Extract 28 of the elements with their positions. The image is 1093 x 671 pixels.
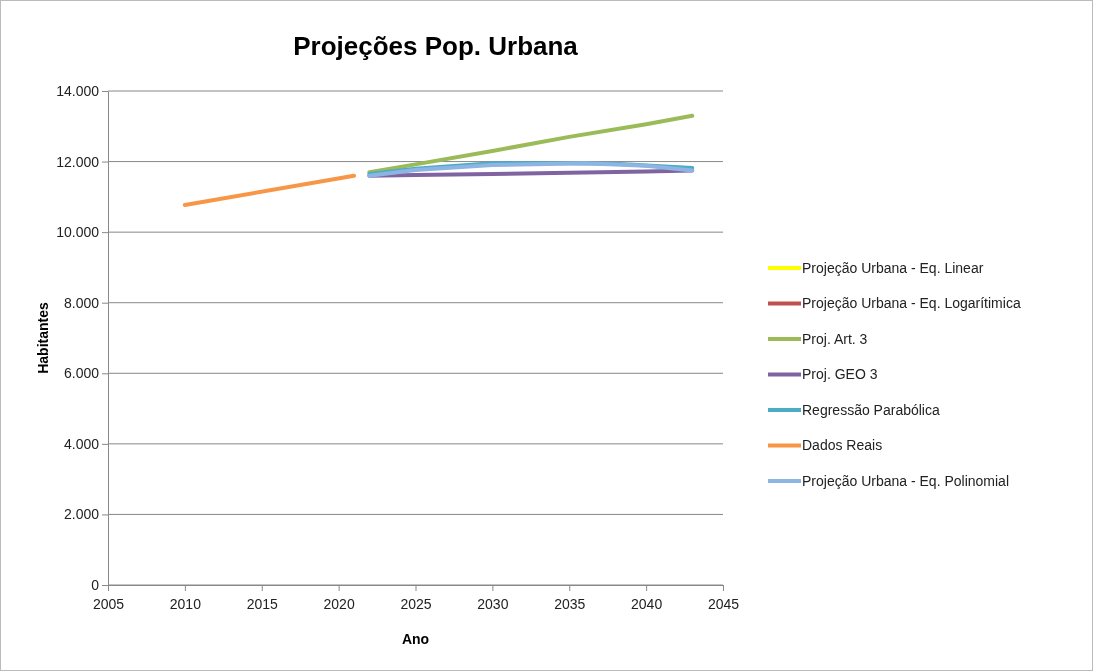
- y-tick-label: 14.000: [56, 82, 100, 99]
- legend-label: Regressão Parabólica: [802, 401, 940, 418]
- y-tick-label: 10.000: [56, 224, 100, 241]
- legend-label: Proj. Art. 3: [802, 330, 868, 347]
- y-axis-title: Habitantes: [35, 302, 51, 374]
- y-tick-label: 4.000: [63, 435, 100, 452]
- legend-label: Projeção Urbana - Eq. Polinomial: [802, 472, 1009, 489]
- x-tick-label: 2010: [169, 596, 202, 613]
- x-axis-title: Ano: [401, 631, 430, 647]
- x-tick-label: 2005: [92, 596, 125, 613]
- x-tick-label: 2045: [707, 596, 740, 613]
- x-tick-label: 2025: [400, 596, 432, 613]
- legend-label: Projeção Urbana - Eq. Logarítimica: [802, 295, 1021, 312]
- chart-title: Projeções Pop. Urbana: [293, 31, 579, 61]
- x-tick-label: 2035: [554, 596, 586, 613]
- y-tick-label: 6.000: [63, 365, 100, 382]
- y-tick-label: 2.000: [63, 506, 100, 523]
- y-tick-label: 8.000: [63, 294, 100, 311]
- x-tick-label: 2030: [477, 596, 509, 613]
- legend-label: Dados Reais: [802, 437, 883, 454]
- y-tick-label: 12.000: [56, 153, 100, 170]
- legend-label: Proj. GEO 3: [802, 366, 878, 383]
- x-tick-label: 2040: [631, 596, 663, 613]
- line-series: [367, 113, 695, 175]
- y-tick-label: 0: [91, 576, 100, 593]
- legend-label: Projeção Urbana - Eq. Linear: [802, 259, 984, 276]
- x-tick-label: 2015: [246, 596, 279, 613]
- x-tick-label: 2020: [323, 596, 355, 613]
